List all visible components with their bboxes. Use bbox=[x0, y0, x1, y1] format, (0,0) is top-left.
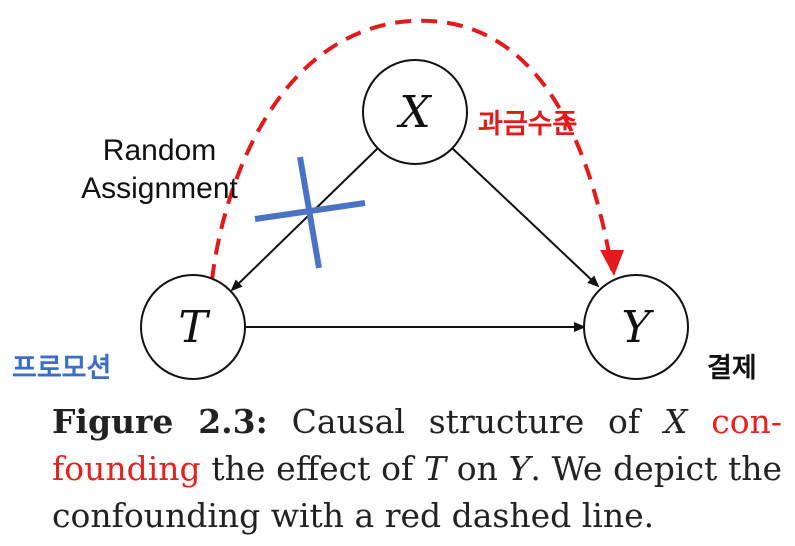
caption-text-3: on bbox=[446, 449, 509, 488]
node-x: X bbox=[362, 59, 468, 165]
caption-text-2: the effect of bbox=[200, 449, 424, 488]
random-assignment-label: Random Assignment bbox=[72, 132, 247, 208]
node-y-label: Y bbox=[621, 302, 654, 353]
causal-diagram: X T Y bbox=[140, 18, 689, 380]
figure-caption: Figure 2.3: Causal structure of X con-fo… bbox=[52, 398, 782, 539]
figure-number: Figure 2.3: bbox=[52, 402, 268, 441]
payment-label: 결제 bbox=[707, 353, 757, 383]
edge-x-to-t bbox=[230, 147, 379, 292]
caption-var-t: T bbox=[423, 449, 446, 488]
node-t: T bbox=[140, 274, 246, 380]
promotion-label: 프로모션 bbox=[12, 353, 112, 383]
billing-level-label: 과금수준 bbox=[478, 109, 578, 139]
confounding-arrowhead bbox=[600, 250, 624, 276]
random-assignment-line2: Assignment bbox=[81, 172, 238, 205]
caption-text-4: . We depict the confounding with a red d… bbox=[52, 449, 782, 535]
confounding-dashed-path bbox=[210, 18, 614, 281]
node-t-label: T bbox=[178, 302, 211, 353]
caption-confounding: con-founding bbox=[52, 402, 783, 488]
node-y: Y bbox=[583, 274, 689, 380]
caption-var-x: X bbox=[663, 402, 688, 441]
caption-text-1: Causal structure of bbox=[267, 402, 664, 441]
random-assignment-line1: Random bbox=[102, 134, 217, 167]
cross-mark-icon bbox=[254, 156, 366, 269]
node-x-label: X bbox=[396, 87, 432, 138]
edge-x-to-y bbox=[451, 147, 600, 288]
caption-var-y: Y bbox=[508, 449, 531, 488]
